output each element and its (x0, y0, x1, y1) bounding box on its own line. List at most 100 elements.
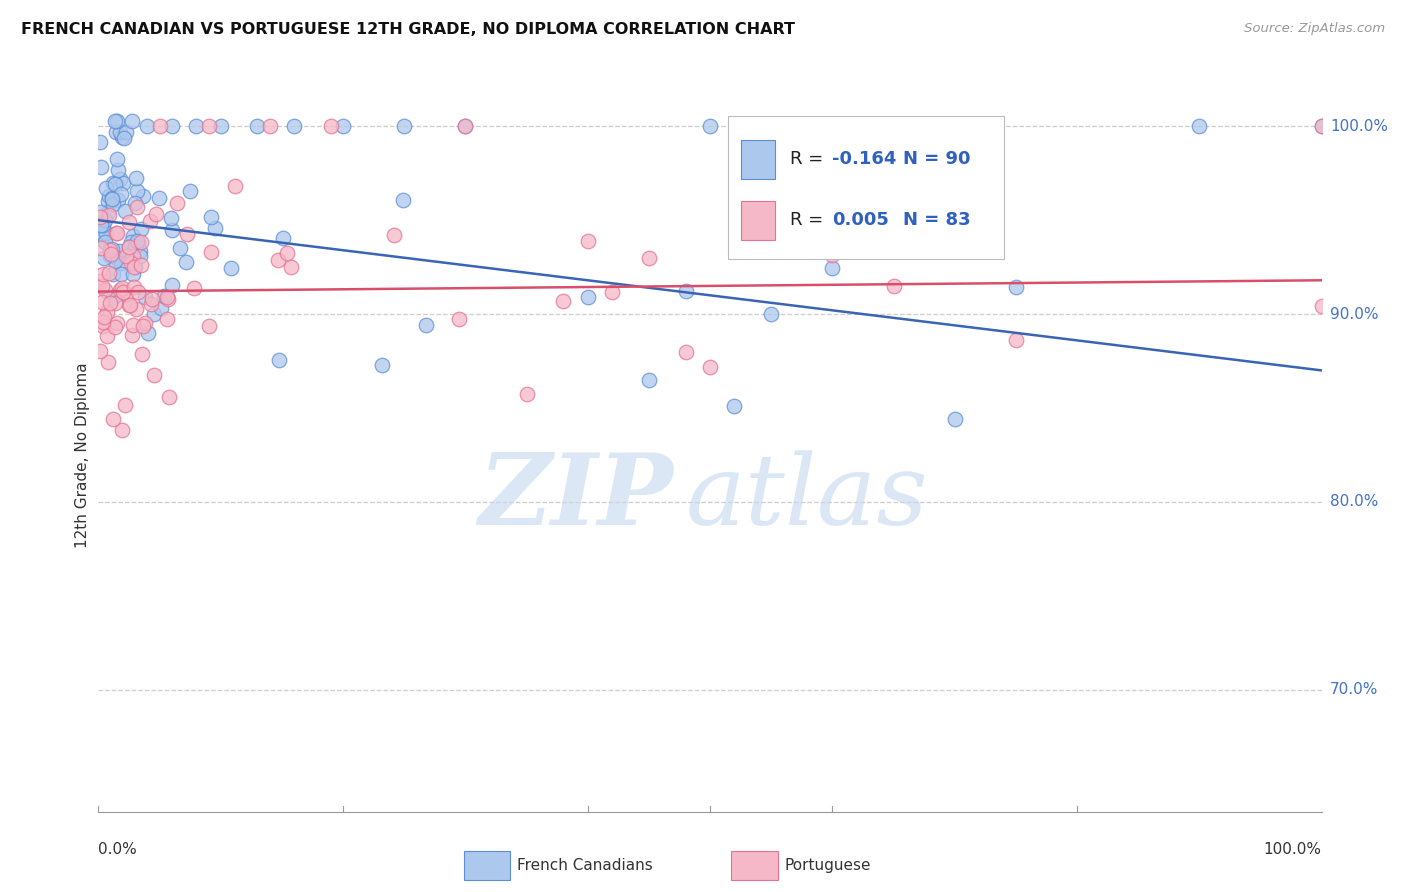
Point (101, 176, 124, 190)
Point (128, 249, 150, 263)
Text: ZIP: ZIP (478, 450, 673, 546)
Point (883, 208, 905, 222)
Point (111, 281, 134, 295)
Point (160, 277, 183, 292)
Point (332, 120, 354, 134)
FancyBboxPatch shape (728, 116, 1004, 259)
Point (90, 241, 112, 255)
Point (121, 327, 143, 342)
Point (122, 260, 145, 275)
Point (104, 254, 127, 268)
Point (280, 260, 302, 274)
Text: Source: ZipAtlas.com: Source: ZipAtlas.com (1244, 22, 1385, 36)
Point (105, 125, 128, 139)
Point (101, 267, 124, 281)
Point (160, 223, 183, 237)
Point (90, 226, 112, 240)
Point (449, 312, 471, 326)
Point (104, 113, 127, 128)
Point (160, 120, 183, 134)
Point (124, 260, 146, 275)
Point (91, 268, 114, 282)
Point (125, 170, 148, 185)
Text: 100.0%: 100.0% (1330, 119, 1388, 134)
Point (129, 221, 152, 235)
Text: 70.0%: 70.0% (1330, 682, 1378, 698)
Text: 90.0%: 90.0% (1330, 307, 1378, 322)
Point (100, 246, 122, 260)
Point (224, 178, 246, 193)
Point (821, 248, 844, 262)
Point (883, 279, 905, 293)
Point (271, 230, 294, 244)
Point (112, 130, 135, 145)
Point (97, 189, 120, 203)
Point (1188, 120, 1211, 134)
Point (143, 307, 166, 321)
Point (1310, 120, 1333, 134)
Point (118, 240, 141, 254)
Point (124, 195, 146, 210)
Point (118, 215, 141, 229)
Point (122, 267, 145, 281)
Point (110, 186, 132, 201)
Point (149, 301, 172, 315)
Point (97, 208, 120, 222)
Point (111, 129, 134, 144)
Point (136, 326, 159, 340)
Point (96, 329, 118, 343)
Point (121, 249, 143, 263)
Point (283, 120, 305, 134)
Point (156, 312, 179, 326)
Point (392, 120, 416, 134)
Point (392, 193, 415, 207)
Point (110, 283, 132, 297)
Point (114, 203, 136, 218)
Point (266, 252, 288, 267)
Point (128, 244, 150, 258)
Point (415, 318, 437, 333)
Point (821, 261, 844, 276)
Point (174, 255, 197, 269)
Point (96, 181, 118, 195)
Point (105, 152, 128, 166)
Point (91, 315, 114, 329)
Point (637, 251, 661, 265)
Point (454, 120, 477, 134)
Point (104, 296, 127, 310)
Point (105, 226, 128, 240)
Point (97, 205, 120, 219)
Point (97, 355, 120, 369)
Point (129, 235, 152, 250)
FancyBboxPatch shape (741, 201, 775, 240)
Point (761, 225, 783, 239)
Point (204, 221, 226, 235)
Point (124, 239, 146, 253)
Point (943, 200, 966, 214)
Point (97, 194, 120, 209)
Point (169, 241, 191, 255)
Point (104, 319, 127, 334)
Point (122, 280, 145, 294)
Point (160, 211, 183, 225)
Point (112, 285, 135, 300)
Point (96, 305, 118, 319)
Point (111, 423, 134, 437)
Point (93, 212, 115, 227)
Text: -0.164: -0.164 (832, 151, 897, 169)
Point (94, 235, 117, 249)
Point (101, 197, 124, 211)
Point (136, 120, 159, 134)
Point (699, 120, 721, 134)
Point (89, 205, 111, 219)
Point (276, 246, 298, 260)
Point (553, 293, 575, 308)
Point (115, 287, 138, 301)
Point (98, 295, 121, 310)
Point (93, 310, 115, 324)
Text: N = 83: N = 83 (903, 211, 972, 229)
Point (120, 298, 142, 312)
Point (127, 285, 149, 299)
Point (723, 399, 745, 413)
Point (101, 193, 124, 207)
